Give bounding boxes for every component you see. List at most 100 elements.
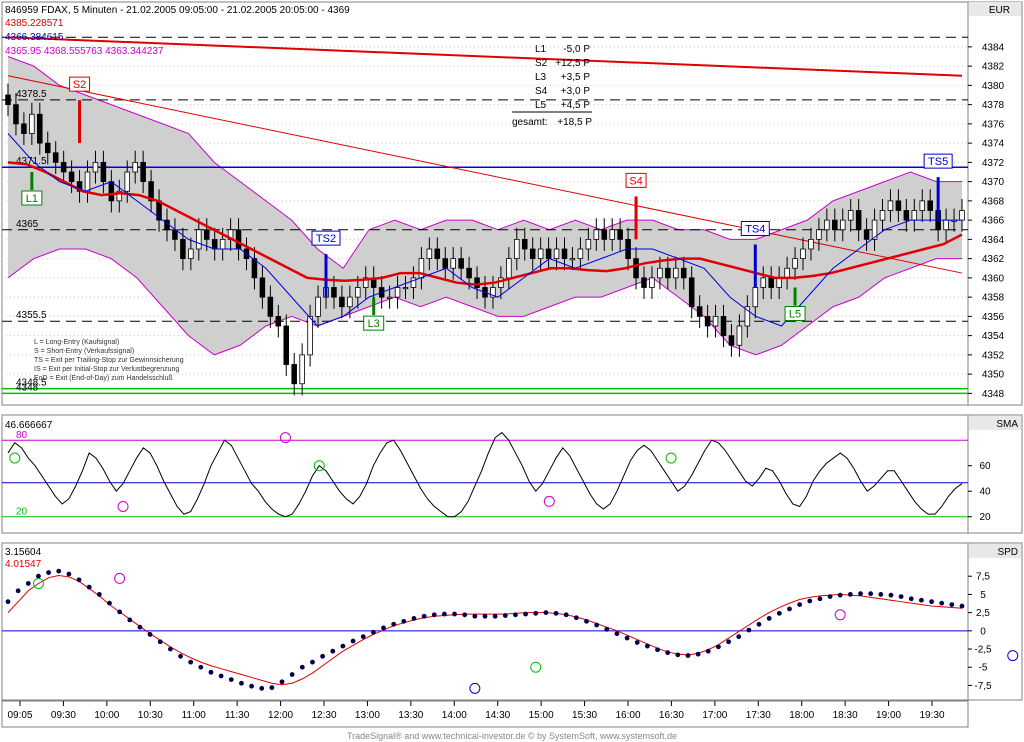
sma-marker	[665, 452, 677, 464]
x-tick-label: 13:30	[398, 710, 423, 721]
spd-dot	[391, 621, 397, 627]
spd-dot	[36, 573, 41, 579]
sma-panel: 80 20 20 40 60	[2, 430, 991, 523]
spd-dot	[675, 652, 681, 658]
x-tick-label: 18:30	[833, 710, 858, 721]
spd-dot	[350, 638, 356, 644]
spd-dot	[137, 624, 143, 630]
spd-dot	[665, 650, 671, 656]
spd-dot	[462, 612, 468, 618]
y-tick-label: 4382	[982, 62, 1005, 73]
signal-box	[923, 153, 953, 169]
spd-dot	[523, 611, 528, 617]
spd-dot	[878, 592, 884, 597]
spd-dot	[817, 596, 823, 602]
candle-body	[347, 296, 353, 308]
candle-body	[116, 190, 123, 202]
spd-dot	[685, 653, 691, 658]
spd-dot	[56, 568, 62, 574]
candle-body	[744, 306, 751, 327]
x-tick-label: 15:00	[529, 710, 554, 721]
sma-title: 46.666667	[5, 420, 53, 431]
info-blue: 4366.384615	[5, 32, 64, 43]
candle-body	[943, 219, 949, 231]
spd-dot	[76, 577, 82, 583]
bollinger-lower-line	[7, 248, 962, 356]
spd-dot	[127, 617, 133, 623]
spd-dot	[898, 594, 904, 599]
candle-body	[235, 229, 242, 250]
candle-body	[577, 248, 584, 260]
sma-y-tick-label: 40	[979, 487, 991, 498]
spd-dot	[959, 603, 965, 609]
spd-dot	[888, 592, 894, 598]
sma-line	[7, 431, 963, 518]
candle-body	[410, 277, 417, 288]
candle-body	[855, 210, 862, 231]
spd-dot	[279, 679, 285, 685]
spd-dot	[716, 644, 721, 650]
x-tick-label: 11:00	[182, 710, 207, 721]
candle-body	[768, 277, 774, 288]
candle-body	[808, 238, 814, 250]
x-tick-label: 09:05	[7, 710, 32, 721]
x-tick-label: 12:30	[311, 710, 336, 721]
candle-body	[458, 258, 464, 269]
candle-body	[824, 219, 830, 231]
spd-dot	[299, 664, 305, 670]
legend-line: EoD = Exit (End-of-Day) zum Handelsschlu…	[34, 375, 173, 382]
x-tick-label: 13:00	[355, 710, 380, 721]
y-tick-label: 4354	[982, 331, 1005, 342]
candle-body	[879, 210, 886, 221]
candle-body	[386, 296, 393, 299]
candle-body	[339, 296, 345, 308]
spd-dot	[939, 600, 945, 606]
spd-marker	[32, 577, 44, 589]
spd-dot	[614, 631, 620, 637]
candle-body	[784, 267, 790, 279]
signal-box	[363, 315, 385, 331]
spd-dot	[86, 584, 92, 590]
spd-dot	[919, 597, 924, 603]
sma-marker	[9, 452, 21, 464]
spd-dot	[147, 632, 153, 637]
spd-dot	[452, 611, 457, 617]
spd-dot	[96, 592, 102, 597]
candle-body	[291, 364, 297, 385]
spd-dot	[310, 659, 315, 665]
spd-axis-label: SPD	[997, 547, 1018, 558]
spd-dot	[401, 618, 407, 624]
spd-dot	[634, 640, 640, 645]
candle-body	[299, 354, 305, 385]
candle-body	[148, 181, 154, 202]
spd-dot	[117, 609, 123, 615]
candle-body	[816, 229, 822, 240]
spd-dot	[858, 591, 863, 597]
candle-body	[60, 161, 67, 173]
candle-body	[355, 287, 361, 298]
signal-label: L3	[368, 318, 380, 330]
spd-dot	[198, 664, 204, 670]
total-label: gesamt:	[512, 117, 548, 128]
candle-body	[529, 248, 536, 260]
spd-dot	[289, 672, 295, 677]
candle-body	[680, 267, 687, 279]
spd-dot	[157, 639, 163, 645]
spd-dot	[107, 600, 112, 606]
spd-dot	[563, 612, 569, 618]
spd-dot	[949, 602, 955, 608]
sma-level-label: 80	[16, 430, 28, 441]
spd-dot	[178, 653, 183, 659]
spd-dot	[837, 592, 843, 598]
result-label: L5	[535, 100, 547, 111]
candle-body	[331, 287, 337, 298]
spd-dot	[726, 639, 731, 645]
candle-body	[800, 248, 806, 260]
x-tick-label: 09:30	[51, 710, 76, 721]
y-tick-label: 4350	[982, 370, 1005, 381]
spd-dot	[46, 570, 51, 575]
signal-label: S4	[629, 175, 642, 187]
x-tick-label: 10:00	[94, 710, 119, 721]
